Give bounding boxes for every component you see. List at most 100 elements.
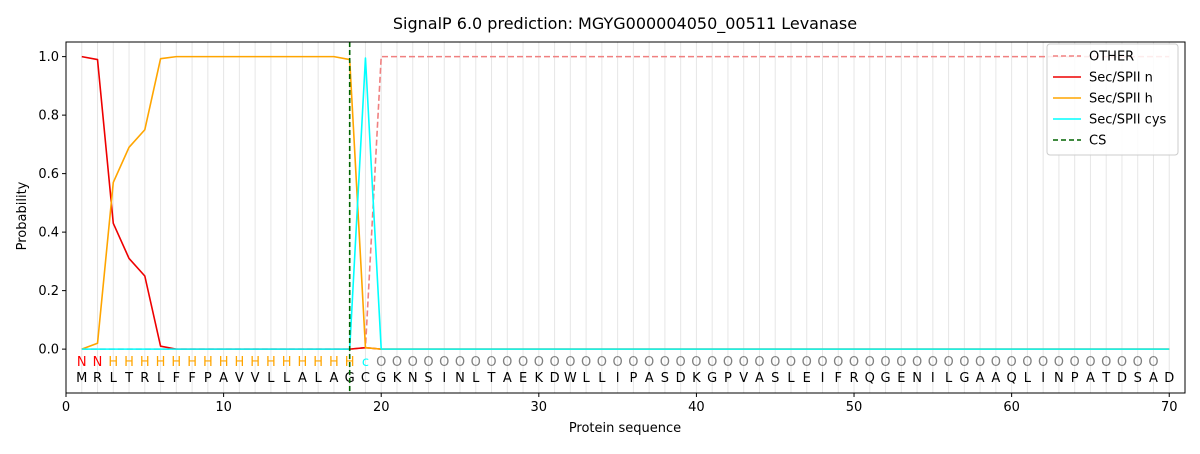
residue-label: T — [487, 371, 496, 386]
residue-label: L — [157, 371, 165, 386]
region-label: H — [250, 355, 260, 370]
region-label: O — [991, 355, 1001, 370]
residue-label: A — [329, 371, 338, 386]
y-tick-label: 0.2 — [38, 284, 59, 299]
region-label: c — [362, 355, 369, 370]
legend-entry: OTHER — [1089, 50, 1134, 65]
residue-label: I — [616, 371, 620, 386]
legend-box — [1046, 43, 1179, 156]
residue-label: L — [267, 371, 275, 386]
region-label: O — [423, 355, 433, 370]
region-label: O — [707, 355, 717, 370]
region-label: H — [298, 355, 308, 370]
residue-label: G — [959, 371, 969, 386]
region-label: O — [865, 355, 875, 370]
region-label: O — [833, 355, 843, 370]
region-label: N — [77, 355, 87, 370]
residue-label: L — [110, 371, 118, 386]
chart-title: SignalP 6.0 prediction: MGYG000004050_00… — [393, 14, 857, 34]
residue-label: L — [283, 371, 291, 386]
residue-label: A — [298, 371, 307, 386]
series-lines — [81, 42, 1170, 393]
region-label: O — [943, 355, 953, 370]
residue-label: N — [912, 371, 922, 386]
region-label: O — [644, 355, 654, 370]
region-label: O — [896, 355, 906, 370]
residue-label: R — [93, 371, 102, 386]
residue-label: L — [787, 371, 795, 386]
residue-label: K — [535, 371, 544, 386]
residue-label: N — [1054, 371, 1064, 386]
residue-label: C — [361, 371, 370, 386]
region-label: O — [849, 355, 859, 370]
region-label: H — [219, 355, 229, 370]
region-label: H — [156, 355, 166, 370]
region-label: O — [376, 355, 386, 370]
y-tick-label: 0.0 — [38, 343, 59, 358]
region-label: O — [660, 355, 670, 370]
legend-entry: CS — [1089, 134, 1106, 149]
region-label: O — [471, 355, 481, 370]
x-tick-label: 10 — [215, 400, 232, 415]
region-label: H — [203, 355, 213, 370]
y-tick-label: 0.6 — [38, 167, 59, 182]
residue-label: G — [881, 371, 891, 386]
residue-label: E — [897, 371, 905, 386]
region-label: H — [187, 355, 197, 370]
region-label: O — [534, 355, 544, 370]
region-label: O — [1054, 355, 1064, 370]
series-line — [81, 57, 1170, 350]
residue-label: V — [739, 371, 748, 386]
residue-labels: NMNRHLHTHRHLHFHFHPHAHVHVHLHLHAHLHAHGcCOG… — [76, 355, 1174, 386]
residue-label: M — [76, 371, 87, 386]
residue-label: I — [821, 371, 825, 386]
residue-label: E — [803, 371, 811, 386]
region-label: O — [597, 355, 607, 370]
x-tick-label: 0 — [62, 400, 70, 415]
region-label: H — [313, 355, 323, 370]
x-tick-label: 50 — [846, 400, 863, 415]
region-label: H — [140, 355, 150, 370]
residue-label: P — [204, 371, 212, 386]
residue-label: Q — [865, 371, 875, 386]
region-label: O — [1022, 355, 1032, 370]
residue-label: V — [251, 371, 260, 386]
legend-entry: Sec/SPII h — [1089, 92, 1153, 107]
residue-label: K — [393, 371, 402, 386]
legend-entry: Sec/SPII n — [1089, 71, 1153, 86]
x-tick-label: 40 — [688, 400, 705, 415]
plot-frame — [65, 41, 1186, 394]
region-label: O — [408, 355, 418, 370]
series-line — [81, 55, 1170, 350]
region-label: O — [975, 355, 985, 370]
region-label: O — [518, 355, 528, 370]
region-label: O — [786, 355, 796, 370]
region-label: O — [770, 355, 780, 370]
residue-label: L — [945, 371, 953, 386]
region-label: H — [282, 355, 292, 370]
y-tick-label: 0.4 — [38, 226, 59, 241]
region-label: H — [171, 355, 181, 370]
region-label: O — [455, 355, 465, 370]
region-label: O — [581, 355, 591, 370]
residue-label: L — [1024, 371, 1032, 386]
residue-label: F — [188, 371, 195, 386]
region-label: O — [1038, 355, 1048, 370]
region-label: N — [93, 355, 103, 370]
residue-label: A — [503, 371, 512, 386]
residue-label: R — [140, 371, 149, 386]
residue-label: D — [1117, 371, 1127, 386]
residue-label: G — [707, 371, 717, 386]
residue-label: A — [976, 371, 985, 386]
residue-label: D — [676, 371, 686, 386]
region-label: O — [502, 355, 512, 370]
x-axis-label: Protein sequence — [569, 421, 681, 436]
x-tick-label: 30 — [531, 400, 548, 415]
region-label: O — [723, 355, 733, 370]
region-label: H — [266, 355, 276, 370]
residue-label: P — [629, 371, 637, 386]
residue-label: S — [771, 371, 779, 386]
residue-label: F — [835, 371, 842, 386]
region-label: O — [817, 355, 827, 370]
